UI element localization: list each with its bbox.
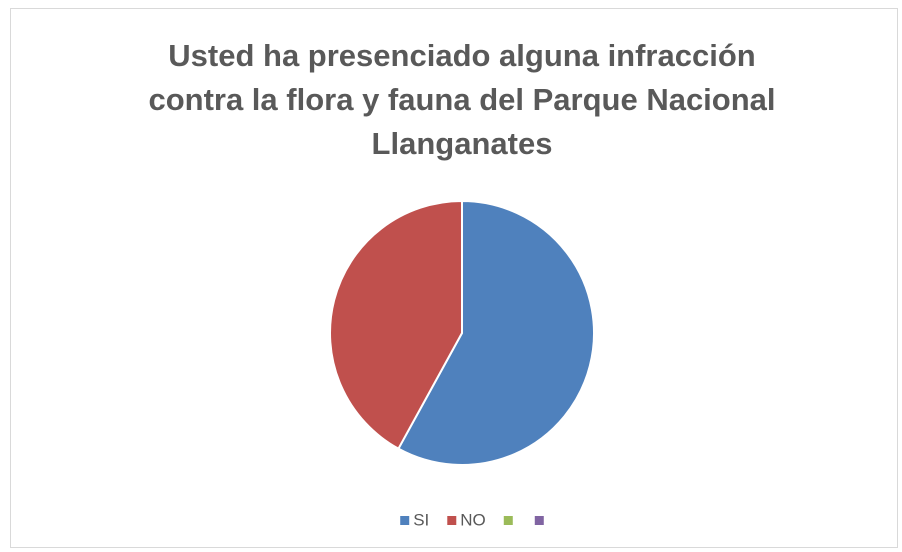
- chart-border: [10, 8, 898, 548]
- legend-swatch: [400, 516, 410, 525]
- pie-slice: [397, 199, 596, 466]
- legend-swatch: [534, 516, 544, 525]
- legend-swatch: [447, 516, 457, 525]
- legend-swatch: [503, 516, 513, 525]
- pie-slice: [329, 199, 463, 451]
- legend-label: SI: [413, 510, 429, 529]
- chart-title: Usted ha presenciado alguna infracción c…: [148, 38, 776, 161]
- legend-label: NO: [460, 510, 486, 529]
